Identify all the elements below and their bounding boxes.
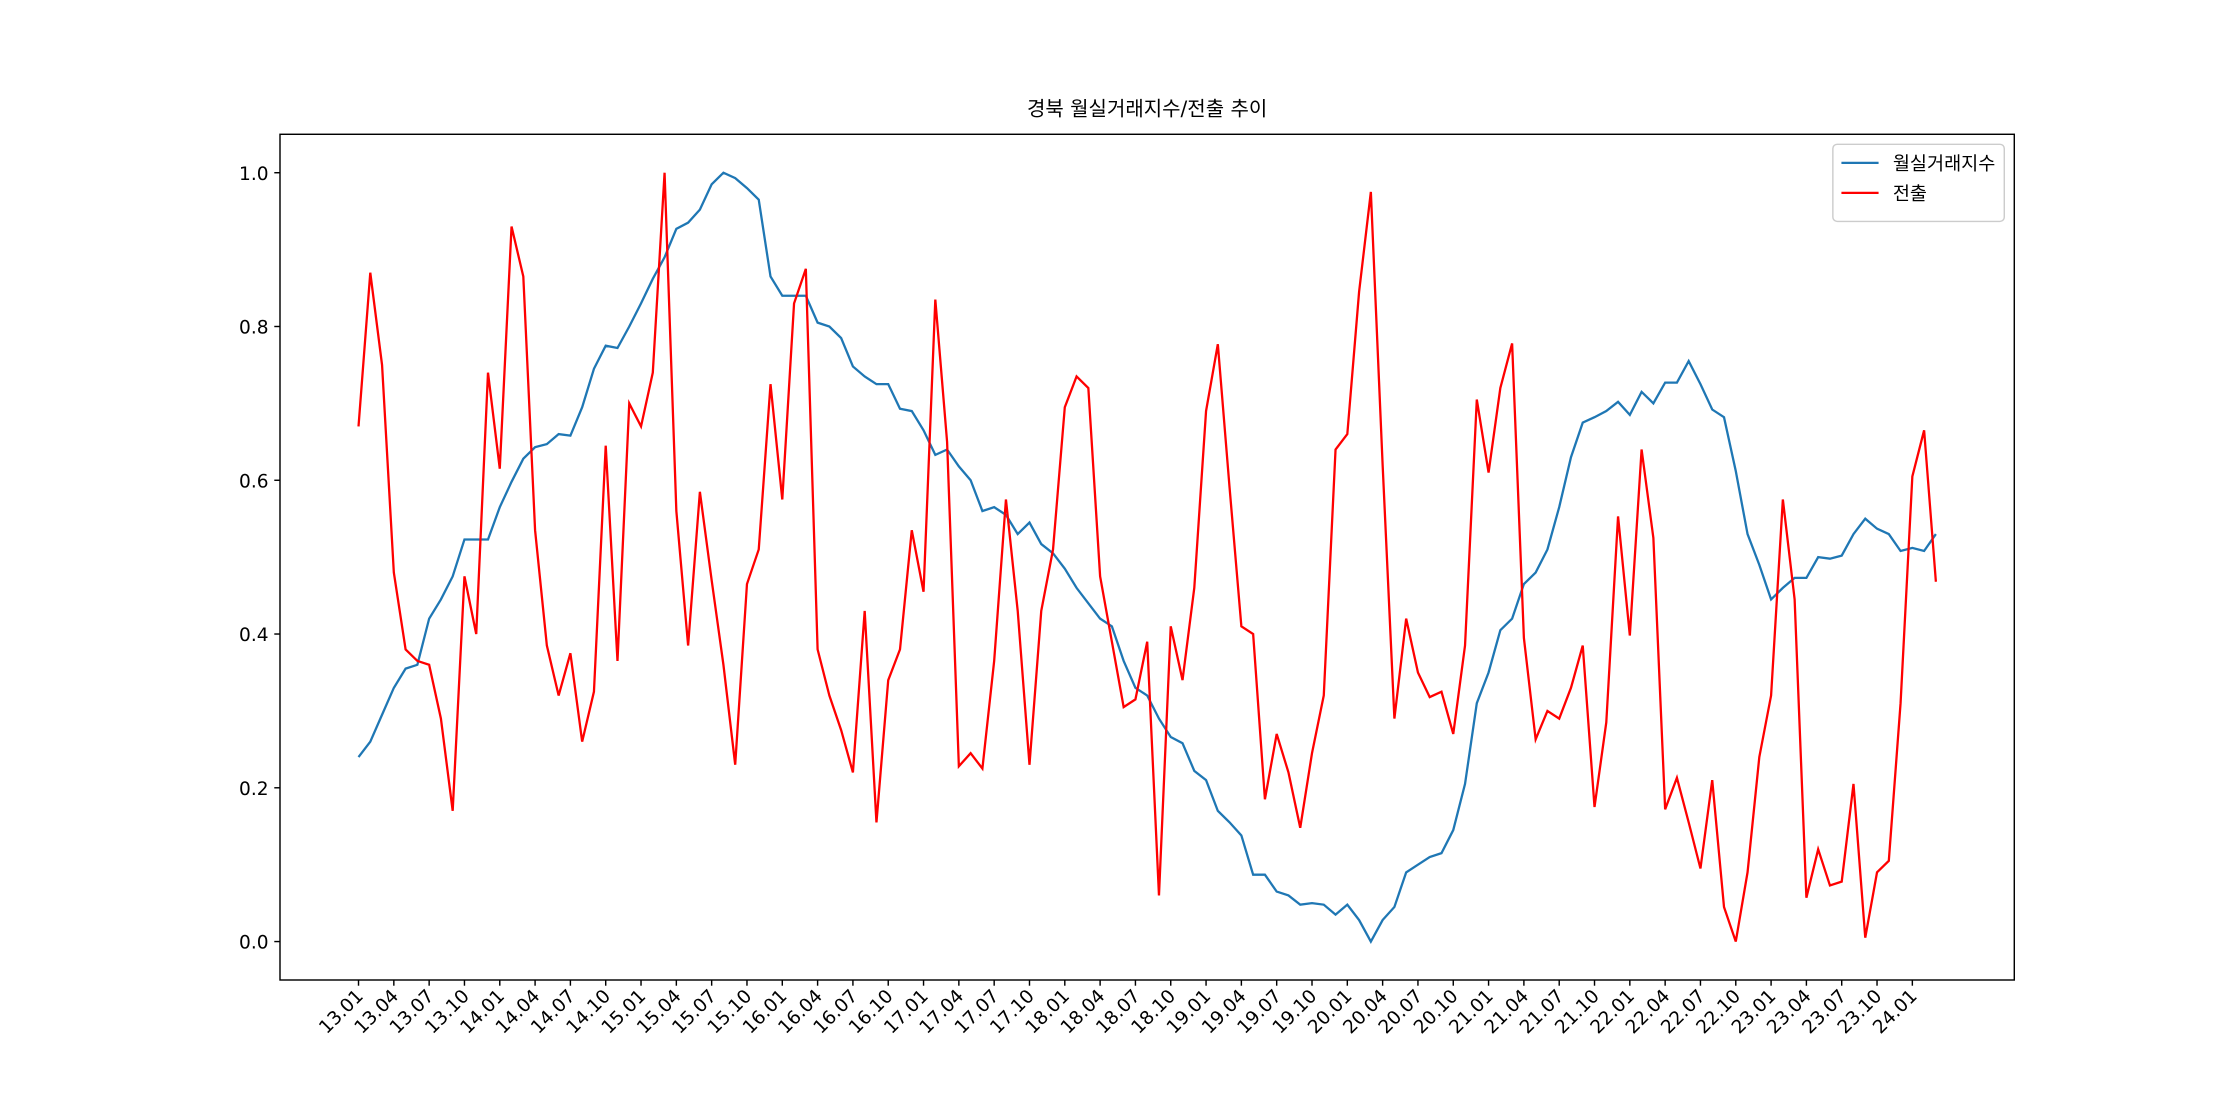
series-line	[357, 172, 1938, 942]
y-tick-label: 0.4	[239, 625, 269, 646]
chart-title: 경북 월실거래지수/전출 추이	[1027, 97, 1267, 121]
legend-label: 전출	[1893, 184, 1927, 205]
plot-frame	[279, 133, 2015, 981]
legend-label: 월실거래지수	[1893, 154, 1995, 175]
y-tick-label: 0.6	[239, 471, 269, 492]
series-line	[357, 171, 1937, 944]
y-tick-label: 0.8	[239, 318, 269, 339]
y-tick-label: 0.2	[239, 779, 269, 800]
y-tick-label: 1.0	[239, 164, 269, 185]
y-tick-label: 0.0	[239, 933, 269, 954]
